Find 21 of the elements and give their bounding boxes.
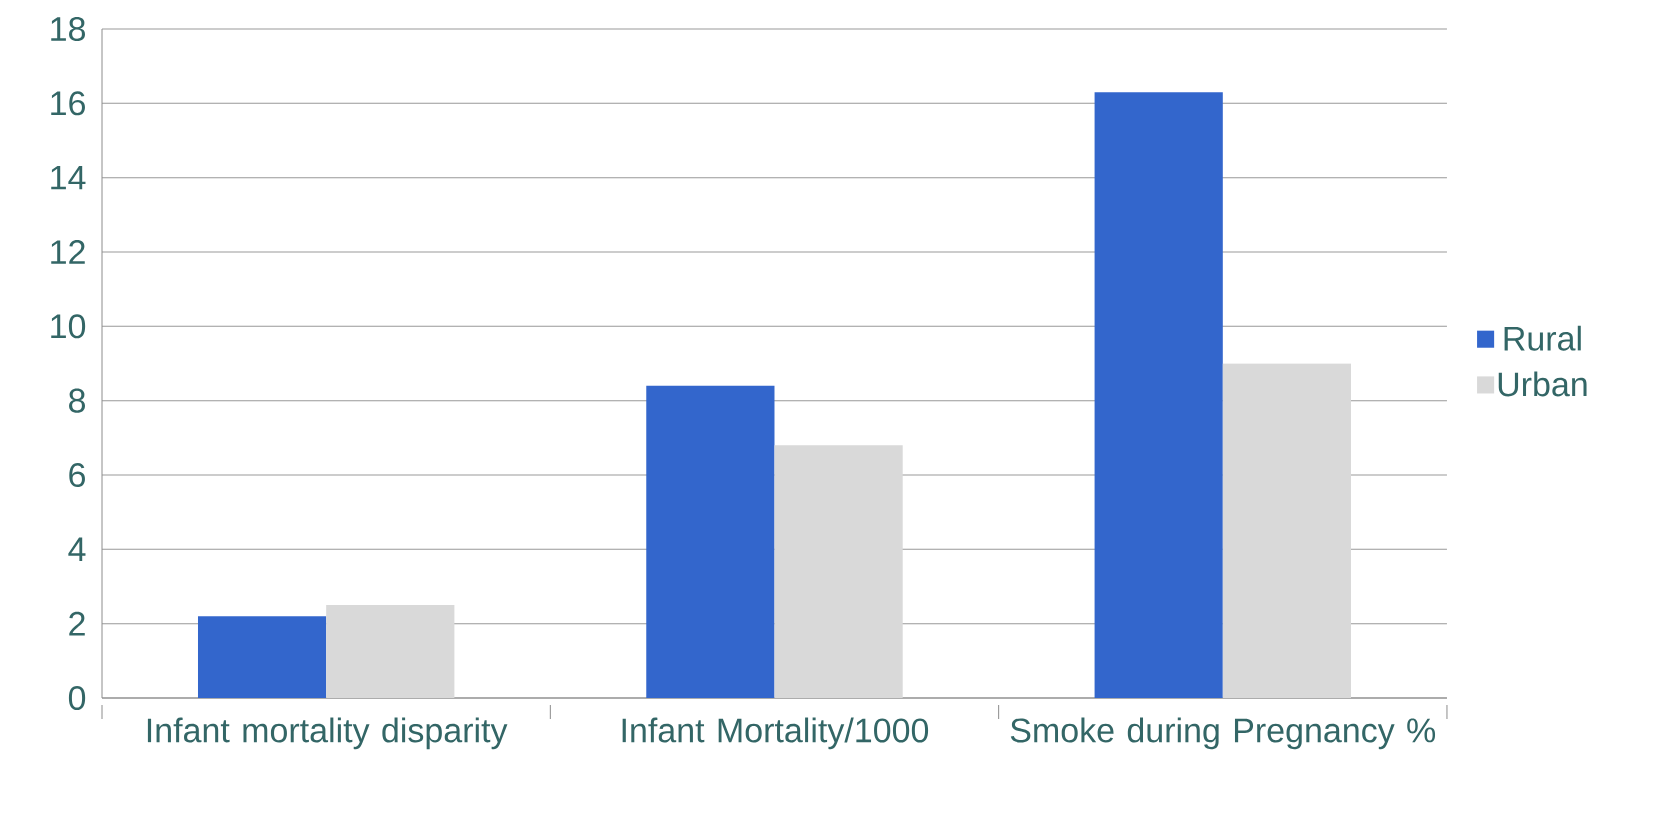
bar [197, 616, 327, 698]
y-tick-label: 18 [51, 16, 85, 42]
x-tick-label: Infant mortality disparity [147, 717, 508, 750]
bar [1094, 92, 1223, 698]
y-tick-label: 4 [68, 537, 86, 562]
legend-label: Urban [1498, 371, 1587, 397]
y-tick-label: 12 [51, 240, 85, 264]
y-tick-label: 10 [51, 314, 86, 339]
bar [326, 605, 455, 698]
y-tick-label: 6 [69, 462, 85, 488]
bar [646, 385, 775, 698]
y-tick-label: 2 [69, 611, 85, 636]
x-tick-label: Infant Mortality/1000 [622, 717, 929, 750]
y-tick-label: 16 [51, 91, 85, 116]
y-tick-label: 8 [69, 388, 86, 413]
y-tick-label: 14 [51, 165, 86, 190]
x-tick-label: Smoke during Pregnancy % [1010, 717, 1436, 750]
bar [774, 445, 903, 698]
bar [1222, 363, 1352, 698]
y-tick-label: 0 [68, 685, 86, 711]
legend-label: Rural [1504, 325, 1581, 351]
